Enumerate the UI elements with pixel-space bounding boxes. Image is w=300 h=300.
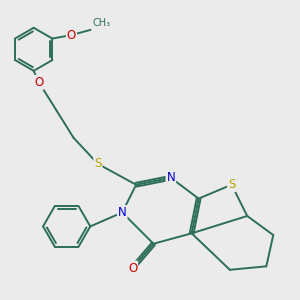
Text: N: N (167, 171, 175, 184)
Text: O: O (128, 262, 137, 275)
Text: N: N (118, 206, 127, 219)
Text: S: S (94, 158, 102, 170)
Text: CH₃: CH₃ (92, 18, 110, 28)
Text: S: S (228, 178, 235, 191)
Text: O: O (34, 76, 44, 89)
Text: O: O (67, 28, 76, 42)
